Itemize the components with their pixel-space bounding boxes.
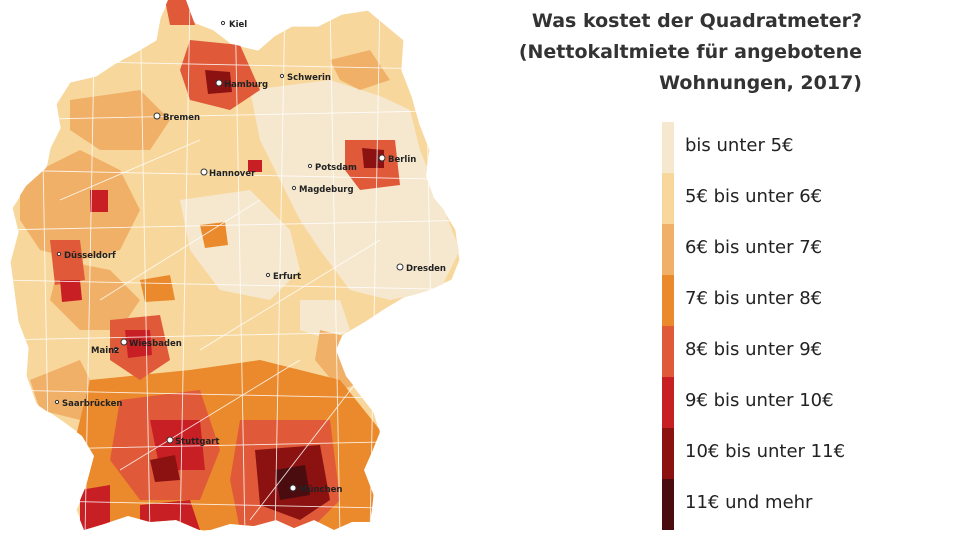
city-duesseldorf: Düsseldorf — [56, 251, 116, 261]
svg-text:Düsseldorf: Düsseldorf — [64, 251, 116, 261]
title-line-2: (Nettokaltmiete für angebotene — [518, 41, 862, 63]
legend-swatch — [662, 428, 674, 479]
legend-swatch — [662, 377, 674, 428]
svg-text:Hamburg: Hamburg — [224, 80, 268, 90]
legend-swatch — [662, 275, 674, 326]
city-wiesbaden: Wiesbaden — [120, 338, 182, 349]
svg-text:Mainz: Mainz — [91, 346, 119, 356]
legend-swatch — [662, 224, 674, 275]
legend-label: 11€ und mehr — [685, 492, 813, 513]
city-schwerin: Schwerin — [279, 73, 331, 83]
city-mainz: Mainz — [91, 346, 119, 356]
city-markers: Kiel Hamburg Schwerin Bremen Berlin Pots… — [54, 20, 446, 495]
legend-swatch — [662, 326, 674, 377]
city-saarbruecken: Saarbrücken — [54, 399, 122, 409]
city-erfurt: Erfurt — [265, 272, 301, 282]
legend-label: bis unter 5€ — [685, 135, 794, 156]
city-magdeburg: Magdeburg — [291, 185, 354, 195]
svg-text:Bremen: Bremen — [163, 113, 200, 123]
city-hamburg: Hamburg — [215, 79, 268, 90]
svg-text:Potsdam: Potsdam — [315, 163, 357, 173]
svg-text:Berlin: Berlin — [388, 155, 416, 165]
city-hannover: Hannover — [200, 168, 256, 179]
title-line-1: Was kostet der Quadratmeter? — [531, 10, 862, 32]
germany-rent-map: Kiel Hamburg Schwerin Bremen Berlin Pots… — [9, 0, 461, 533]
legend-label: 7€ bis unter 8€ — [685, 288, 823, 309]
svg-text:Stuttgart: Stuttgart — [175, 437, 219, 447]
svg-text:Magdeburg: Magdeburg — [299, 185, 354, 195]
legend-label: 5€ bis unter 6€ — [685, 186, 823, 207]
title-line-3: Wohnungen, 2017) — [659, 72, 862, 94]
city-berlin: Berlin — [378, 154, 416, 165]
city-kiel: Kiel — [220, 20, 247, 30]
svg-text:Saarbrücken: Saarbrücken — [62, 399, 122, 409]
svg-text:Schwerin: Schwerin — [287, 73, 331, 83]
legend-label: 8€ bis unter 9€ — [685, 339, 823, 360]
legend-label: 6€ bis unter 7€ — [685, 237, 823, 258]
map-title: Was kostet der Quadratmeter? (Nettokaltm… — [519, 6, 862, 99]
svg-text:Wiesbaden: Wiesbaden — [129, 339, 182, 349]
city-potsdam: Potsdam — [307, 163, 357, 173]
svg-text:München: München — [299, 485, 342, 495]
legend-label: 10€ bis unter 11€ — [685, 441, 846, 462]
city-bremen: Bremen — [153, 112, 200, 123]
legend-swatch — [662, 173, 674, 224]
city-dresden: Dresden — [396, 263, 446, 274]
city-stuttgart: Stuttgart — [166, 436, 219, 447]
svg-text:Dresden: Dresden — [406, 264, 446, 274]
svg-text:Hannover: Hannover — [209, 169, 256, 179]
legend-label: 9€ bis unter 10€ — [685, 390, 834, 411]
legend-swatch — [662, 122, 674, 173]
svg-text:Erfurt: Erfurt — [273, 272, 301, 282]
legend-swatch — [662, 479, 674, 530]
city-muenchen: München — [289, 484, 342, 495]
svg-text:Kiel: Kiel — [229, 20, 247, 30]
